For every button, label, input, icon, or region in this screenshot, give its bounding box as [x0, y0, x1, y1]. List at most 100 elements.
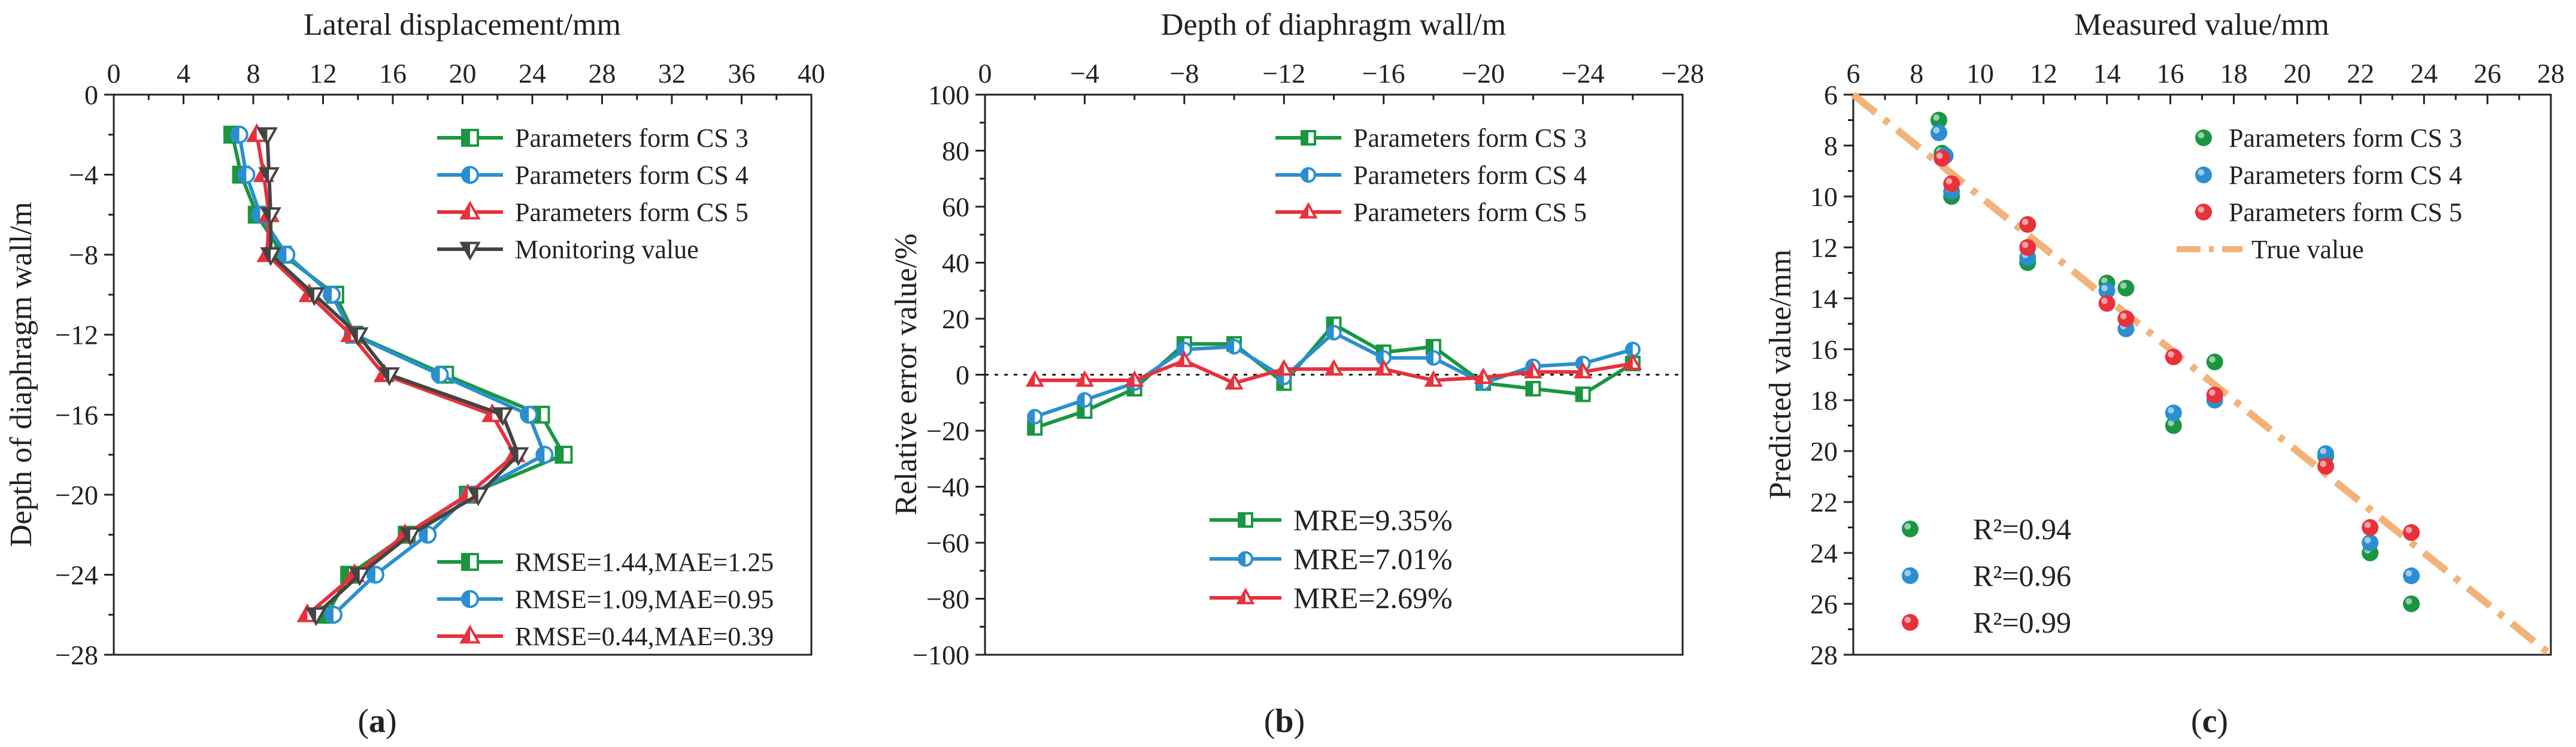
panel-c-parameters-form-cs-5-point-shine [2168, 351, 2174, 358]
panel-b-legend-marker-half [1301, 204, 1308, 217]
panel-c-x-tick-label: 28 [2537, 58, 2565, 89]
panel-b-parameters-form-cs-4-point [1425, 350, 1441, 366]
panel-b-y-tick-label: 80 [942, 136, 969, 167]
panel-c-parameters-form-cs-4-point-body [2165, 404, 2182, 422]
panel-c-parameters-form-cs-4-point [2403, 567, 2420, 585]
panel-c-parameters-form-cs-4-point-shine [2405, 570, 2413, 577]
panel-c-parameters-form-cs-4-point-shine [1933, 127, 1940, 134]
panel-a-y-tick-label: −28 [55, 640, 98, 670]
panel-c-y-tick-label: 20 [1810, 436, 1838, 467]
panel-a-x-ticks: 0 4 8 12 16 20 24 28 32 36 40 [107, 58, 825, 104]
panel-c-parameters-form-cs-5-point [2019, 216, 2036, 233]
panel-c-parameters-form-cs-5-point-shine [2022, 241, 2029, 249]
panel-c-annotation-marker [1902, 521, 1919, 537]
panel-a-parameters-form-cs-5-point-half [300, 285, 310, 301]
panel-b-y-tick-label: −20 [926, 416, 969, 446]
panel-b-parameters-form-cs-3-point [1027, 420, 1043, 436]
panel-a-parameters-form-cs-4-point [237, 165, 256, 184]
panel-b-y-tick-label: −40 [926, 472, 969, 503]
panel-c-parameters-form-cs-5-point [2206, 386, 2223, 404]
panel-c-parameters-form-cs-3-point [2165, 417, 2182, 434]
panel-b-annotation-marker-half [1239, 552, 1245, 565]
panel-c-legend-marker-body [2195, 204, 2212, 220]
panel-a-x-tick-label: 20 [449, 58, 477, 89]
panel-b-parameters-form-cs-5-point-half [1226, 375, 1235, 389]
panel-b-legend-marker [1299, 202, 1318, 219]
panel-a-monitoring-value-point-half [510, 448, 519, 464]
panel-c-parameters-form-cs-5-point-body [2117, 310, 2135, 327]
panel-b-y-axis-label: Relative error value/% [889, 234, 923, 516]
panel-a-parameters-form-cs-4-point [419, 525, 437, 544]
panel-a-legend: Parameters form CS 3 Parameters form CS 4… [437, 123, 748, 264]
panel-c-y-tick-label: 10 [1810, 182, 1838, 212]
panel-b-annotations: MRE=9.35% MRE=7.01% MRE=2.69% [1210, 503, 1453, 615]
panel-a-parameters-form-cs-5-point-half [248, 125, 257, 141]
panel-a-annotation-marker [459, 624, 481, 644]
panel-b-parameters-form-cs-5-point-half [1028, 373, 1035, 386]
panel-c-top-axis-title: Measured value/mm [2074, 8, 2329, 42]
panel-b-parameters-form-cs-5-point [1125, 370, 1144, 387]
panel-b-x-tick-label: −12 [1262, 58, 1305, 89]
panel-a-parameters-form-cs-4-point-half [238, 167, 247, 183]
panel-b-parameters-form-cs-5-point [1225, 373, 1244, 390]
panel-a-parameters-form-cs-5-point-half [483, 406, 493, 421]
panel-c-legend-marker-body [2195, 129, 2212, 146]
panel-a-legend-label: Monitoring value [515, 235, 699, 264]
panel-a-monitoring-value-point [467, 487, 489, 506]
panel-c-legend-label: Parameters form CS 4 [2229, 161, 2462, 190]
panel-c-parameters-form-cs-5-point [2165, 348, 2182, 365]
panel-c-parameters-form-cs-3-point-shine [2168, 419, 2174, 427]
panel-c-parameters-form-cs-5-point-body [2165, 348, 2182, 365]
panel-b-parameters-form-cs-5-point [1424, 370, 1443, 387]
panel-a-parameters-form-cs-3-point-half [556, 447, 564, 463]
panel-c-x-tick-label: 10 [1966, 58, 1994, 89]
panel-c-parameters-form-cs-3-point-shine [2209, 356, 2216, 363]
panel-a-monitoring-value-point-half [494, 408, 503, 424]
panel-c-parameters-form-cs-5-point-body [2206, 386, 2223, 404]
panel-a-monitoring-value-point-half [401, 528, 411, 544]
panel-b-annotation-marker [1236, 588, 1255, 604]
panel-c-x-tick-label: 14 [2093, 58, 2121, 89]
panel-b-y-tick-label: 0 [956, 360, 969, 391]
panel-c-parameters-form-cs-3-point-body [2206, 353, 2223, 371]
panel-c-parameters-form-cs-4-point-body [2403, 567, 2420, 585]
panel-a-parameters-form-cs-3-point [554, 446, 573, 464]
panel-c-label: (c) [2191, 703, 2228, 740]
panel-a-label: (a) [357, 703, 396, 740]
panel-c-legend-marker [2195, 204, 2212, 220]
panel-a-parameters-form-cs-4-point-half [537, 447, 545, 463]
panel-c-y-tick-label: 24 [1810, 538, 1838, 568]
panel-b-annotation-marker-half [1238, 590, 1245, 603]
panel-c-legend-marker [2195, 129, 2212, 146]
panel-c-parameters-form-cs-5-point-shine [1936, 152, 1943, 159]
panel-a-parameters-form-cs-4-point [323, 285, 341, 304]
panel-b-y-ticks: 100 80 60 40 20 0 −20 −40 −60 −80 −100 [913, 80, 985, 670]
panel-a-x-tick-label: 12 [310, 58, 337, 89]
panel-a-x-tick-label: 40 [798, 58, 825, 89]
panel-a-parameters-form-cs-4-point [535, 446, 554, 464]
panel-c-parameters-form-cs-3-point-shine [2405, 598, 2413, 605]
panel-c-parameters-form-cs-5-point-body [2403, 524, 2420, 541]
panel-a-y-tick-label: −20 [55, 480, 98, 510]
panel-b-parameters-form-cs-3-point-half [1426, 340, 1434, 353]
panel-a-monitoring-value-point [507, 447, 529, 467]
panel-a-parameters-form-cs-4-point [230, 125, 248, 144]
panel-b-x-tick-label: 0 [978, 58, 992, 89]
panel-b-y-tick-label: −60 [926, 528, 969, 558]
panel-c-x-tick-label: 8 [1910, 58, 1923, 89]
panel-b-parameters-form-cs-3-point-half [1028, 421, 1035, 435]
panel-a-monitoring-value-point [305, 607, 327, 627]
panel-a-monitoring-value-point-half [469, 488, 478, 504]
panel-b-parameters-form-cs-4-point-half [1327, 326, 1334, 340]
panel-a-parameters-form-cs-4-point-half [252, 207, 260, 223]
panel-c-legend-marker [2195, 167, 2212, 183]
panel-b-parameters-form-cs-5-point-half [1476, 370, 1484, 383]
panel-a-parameters-form-cs-4-point-half [231, 126, 240, 143]
panel-c-x-tick-label: 22 [2347, 58, 2374, 89]
panel-a-annotation-text: RMSE=1.44,MAE=1.25 [515, 548, 774, 577]
panel-b-series [1025, 316, 1642, 436]
panel-a-series [223, 123, 573, 627]
panel-c-y-tick-label: 18 [1810, 385, 1838, 416]
panel-b-parameters-form-cs-4-point-half [1078, 393, 1085, 407]
panel-a-monitoring-value-point-half [351, 568, 360, 584]
